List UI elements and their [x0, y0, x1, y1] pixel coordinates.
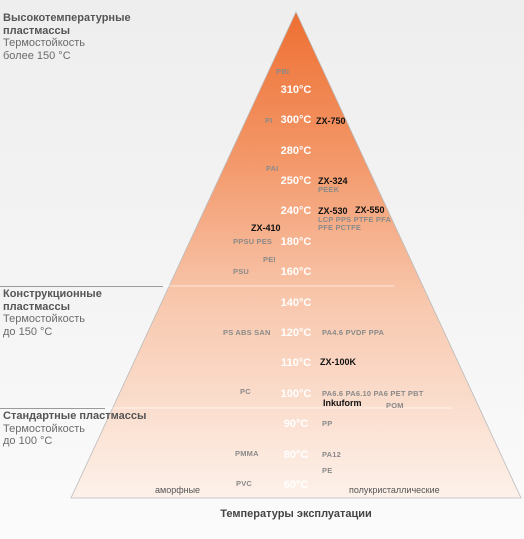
material-pe: PE	[322, 466, 333, 475]
temperature-label: 80°C	[283, 449, 309, 461]
material-pvc: PVC	[236, 479, 253, 488]
category-standard: Стандартные пластмассы Термостойкость до…	[3, 410, 163, 448]
temperature-label: 240°C	[280, 205, 312, 217]
product-zx-100k: ZX-100K	[320, 357, 357, 367]
material-psu: PSU	[233, 267, 250, 276]
material-ps-abs-san: PS ABS SAN	[223, 328, 271, 337]
category-title: Стандартные пластмассы	[3, 410, 147, 422]
temperature-label: 60°C	[283, 479, 309, 491]
category-divider	[0, 286, 163, 287]
material-peek: PEEK	[318, 185, 340, 194]
product-zx-410: ZX-410	[251, 223, 281, 233]
temperature-label: 250°C	[280, 175, 312, 187]
temperature-label: 180°C	[280, 236, 312, 248]
material-pa46-pvdf-ppa: PA4.6 PVDF PPA	[322, 328, 385, 337]
material-pi: PI	[265, 116, 273, 125]
material-pei: PEI	[263, 255, 276, 264]
product-zx-324: ZX-324	[318, 176, 348, 186]
temperature-label: 110°C	[280, 357, 312, 369]
material-pom: POM	[386, 401, 404, 410]
pyramid-shape	[70, 11, 522, 499]
material-pa12: PA12	[322, 450, 342, 459]
product-zx-550: ZX-550	[355, 205, 385, 215]
semicrystalline-label: полукристаллические	[349, 485, 440, 495]
category-engineering: Конструкционные пластмассы Термостойкост…	[3, 288, 163, 338]
material-pa66-pa610-pa6-pet-pbt: PA6.6 PA6.10 PA6 PET PBT	[322, 389, 424, 398]
temperature-label: 310°C	[280, 84, 312, 96]
material-pai: PAI	[266, 164, 279, 173]
axis-title: Температуры эксплуатации	[220, 508, 372, 520]
category-temperature-limit: до 150 °С	[3, 325, 53, 338]
material-pmma: PMMA	[235, 449, 259, 458]
material-pfe-pctfe: PFE PCTFE	[318, 223, 362, 232]
category-high-temperature: Высокотемпературные пластмассы Термостой…	[3, 12, 163, 62]
category-title: Высокотемпературные пластмассы	[3, 12, 131, 37]
product-zx-530: ZX-530	[318, 206, 348, 216]
temperature-label: 90°C	[283, 418, 309, 430]
category-subtitle: Термостойкость	[3, 37, 86, 49]
temperature-label: 280°C	[280, 145, 312, 157]
product-inkuform: Inkuform	[323, 398, 362, 408]
material-pc: PC	[240, 387, 251, 396]
category-subtitle: Термостойкость	[3, 313, 86, 325]
material-lcp-pps-ptfe-pfa: LCP PPS PTFE PFA	[318, 215, 392, 224]
material-pp: PP	[322, 419, 333, 428]
product-zx-750: ZX-750	[316, 116, 346, 126]
temperature-label: 100°C	[280, 388, 312, 400]
material-pbi: PBI	[276, 67, 290, 76]
amorphous-label: аморфные	[155, 485, 201, 495]
category-title: Конструкционные пластмассы	[3, 288, 102, 313]
category-temperature-limit: более 150 °С	[3, 49, 71, 62]
material-ppsu-pes: PPSU PES	[233, 237, 273, 246]
temperature-label: 140°C	[280, 297, 312, 309]
temperature-label: 300°C	[280, 114, 312, 126]
temperature-label: 160°C	[280, 266, 312, 278]
category-temperature-limit: до 100 °С	[3, 435, 53, 447]
temperature-label: 120°C	[280, 327, 312, 339]
category-subtitle: Термостойкость	[3, 422, 86, 435]
category-divider	[0, 408, 105, 409]
